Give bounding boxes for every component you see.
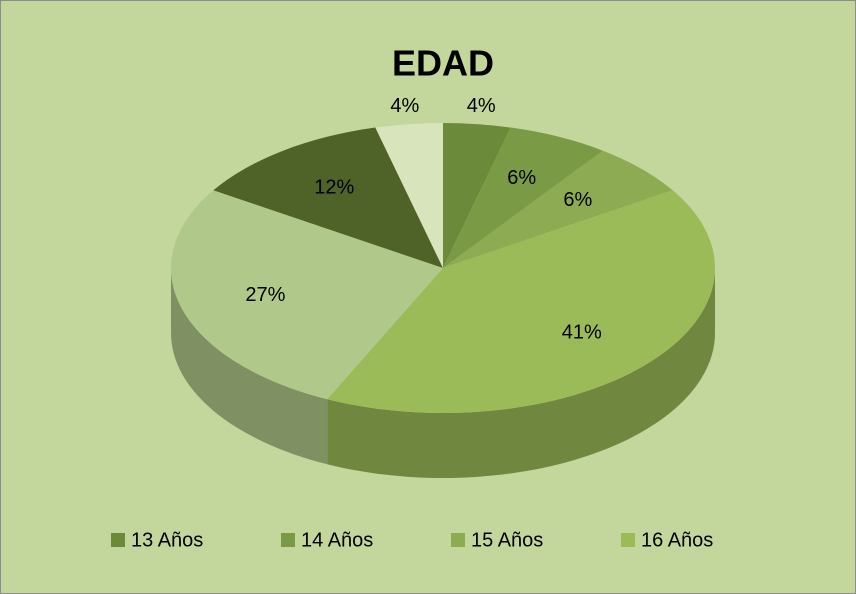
data-labels: 4% 6% 6% 41% 27% 12% 4% xyxy=(245,95,602,343)
pie-side xyxy=(327,268,715,478)
data-label: 4% xyxy=(390,95,419,117)
data-label: 6% xyxy=(563,189,592,211)
pie-slice xyxy=(213,127,443,268)
pie-slice xyxy=(443,123,511,268)
data-label: 41% xyxy=(562,321,602,343)
legend-label: 13 Años xyxy=(131,529,203,551)
data-label: 6% xyxy=(507,167,536,189)
pie-slice xyxy=(171,190,443,400)
legend-swatch xyxy=(451,533,465,547)
legend-swatch xyxy=(111,533,125,547)
data-label: 4% xyxy=(467,95,496,117)
data-label: 12% xyxy=(314,177,354,199)
legend-label: 16 Años xyxy=(641,529,713,551)
pie-tops xyxy=(171,123,715,413)
chart-title: EDAD xyxy=(392,43,494,84)
legend-label: 14 Años xyxy=(301,529,373,551)
legend-swatch xyxy=(621,533,635,547)
legend-label: 15 Años xyxy=(471,529,543,551)
pie-slice xyxy=(443,127,603,268)
legend: 13 Años 14 Años 15 Años 16 Años xyxy=(111,529,713,551)
pie-slice xyxy=(327,190,715,413)
pie-sides xyxy=(171,268,715,478)
legend-swatch xyxy=(281,533,295,547)
pie-slice xyxy=(375,123,443,268)
pie-slice xyxy=(443,150,673,268)
data-label: 27% xyxy=(245,284,285,306)
pie-side xyxy=(171,268,328,465)
